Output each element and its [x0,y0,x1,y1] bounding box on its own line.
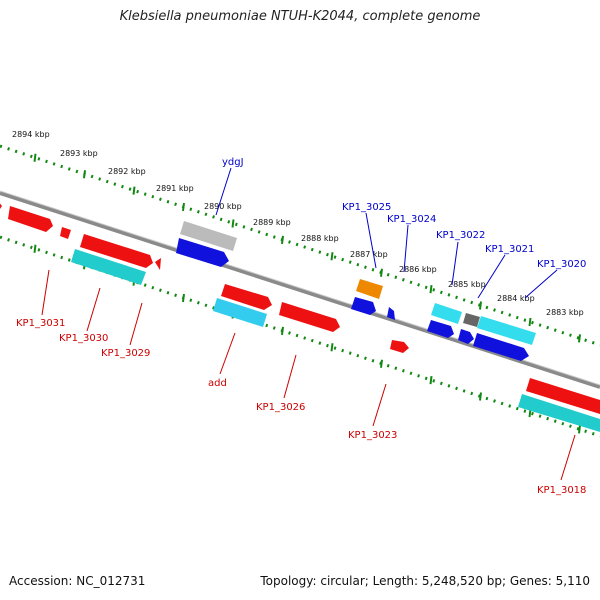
gene-label-kp1-3025: KP1_3025 [342,202,391,213]
ruler-bottom-tick [182,293,185,303]
ruler-top-tick [479,301,482,310]
ruler-bottom-tick [33,244,37,253]
ruler-label: 2884 kbp [497,294,535,303]
genome-backbone [0,191,600,389]
ruler-top-tick [132,186,136,195]
gene-arrow-small[interactable] [458,329,474,344]
gene-label-kp1-3029: KP1_3029 [101,348,150,359]
ruler-label: 2889 kbp [253,218,291,227]
ruler-top-tick [83,170,86,179]
gene-label-kp1-3018: KP1_3018 [537,485,586,496]
ruler-label: 2885 kbp [448,280,486,289]
ruler-bottom-tick [330,343,334,352]
topology-text: Topology: circular; Length: 5,248,520 bp… [260,574,590,588]
genome-title: Klebsiella pneumoniae NTUH-K2044, comple… [119,9,481,24]
gene-features [0,201,600,432]
ruler-bottom-tick [479,392,482,401]
ruler-top-tick [528,317,532,327]
ruler-bottom-tick [281,326,284,335]
other-feature[interactable] [463,313,480,327]
ruler-label: 2890 kbp [204,202,242,211]
ruler-label: 2886 kbp [399,265,437,274]
gene-label-kp1-3031: KP1_3031 [16,318,65,329]
cds-bar-add[interactable] [213,298,267,327]
cds-bar-kp1-3022[interactable] [431,303,462,324]
gene-arrow-kp1-3030[interactable] [80,234,153,268]
gene-arrow-kp1-3020[interactable] [473,333,529,361]
ruler-label: 2891 kbp [156,184,194,193]
ruler-top-tick [429,284,433,294]
gene-arrow-add[interactable] [221,284,272,310]
cds-bar-kp1-3018[interactable] [518,394,600,432]
ruler-top-tick [281,235,284,244]
ruler-top-tick [182,202,185,212]
gene-label-kp1-3030: KP1_3030 [59,333,108,344]
gene-arrow-kp1-3023[interactable] [390,340,409,353]
ruler-label: 2893 kbp [60,149,98,158]
gene-arrow-small[interactable] [387,307,395,320]
ruler-top-tick [33,153,37,162]
ruler-bottom-tick [380,359,383,368]
ruler-top [0,144,600,347]
gene-arrow[interactable] [60,227,71,239]
gene-label-kp1-3020: KP1_3020 [537,259,586,270]
ruler-label: 2883 kbp [546,308,584,317]
gene-arrow[interactable] [155,258,161,270]
gene-arrow-kp1-3018[interactable] [526,378,600,414]
gene-arrow-ydgj[interactable] [176,238,229,267]
ruler-top-tick [330,252,334,261]
gene-arrow-kp1-3024[interactable] [351,297,376,315]
gene-label-kp1-3022: KP1_3022 [436,230,485,241]
label-leaders [41,167,576,481]
ruler-bottom-tick [578,425,581,434]
ruler-bottom-tick [429,375,433,385]
ruler-top-tick [380,268,383,277]
ruler-top-tick [231,219,235,228]
rna-kp1-3025[interactable] [356,279,383,299]
ruler-top-tick [578,334,581,343]
cds-bar-kp1-3021[interactable] [477,316,536,345]
gene-arrow-kp1-3026[interactable] [279,302,340,332]
gene-arrow-ydgj-pseudo[interactable] [180,221,237,251]
gene-label-kp1-3021: KP1_3021 [485,244,534,255]
ruler-label: 2888 kbp [301,234,339,243]
gene-arrow-kp1-3031[interactable] [8,206,53,232]
cds-bar-kp1-3030[interactable] [71,249,146,285]
gene-arrow[interactable] [0,201,2,212]
ruler-label: 2892 kbp [108,167,146,176]
gene-arrow-kp1-3022[interactable] [427,320,454,338]
gene-label-kp1-3024: KP1_3024 [387,214,436,225]
gene-label-kp1-3026: KP1_3026 [256,402,305,413]
gene-label-add: add [208,378,227,389]
accession-text: Accession: NC_012731 [9,574,146,588]
ruler-label: 2894 kbp [12,130,50,139]
ruler-label: 2887 kbp [350,250,388,259]
gene-label-ydgj: ydgJ [222,157,244,168]
gene-label-kp1-3023: KP1_3023 [348,430,397,441]
